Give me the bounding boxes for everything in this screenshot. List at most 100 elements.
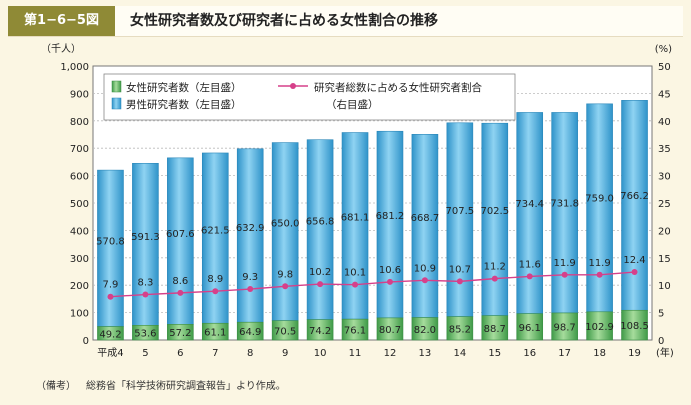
y-right-tick-label: 0: [658, 336, 664, 347]
ratio-data-label: 8.6: [172, 276, 188, 287]
female-bar: [167, 324, 194, 341]
male-bar: [446, 122, 474, 317]
legend-male-label: 男性研究者数（左目盛）: [126, 98, 242, 111]
ratio-data-label: 10.6: [379, 265, 401, 276]
female-data-label: 82.0: [414, 325, 436, 336]
female-data-label: 88.7: [484, 324, 506, 335]
ratio-data-label: 10.2: [309, 267, 331, 278]
female-bar: [97, 326, 124, 341]
male-data-label: 681.1: [341, 213, 370, 224]
male-bar: [551, 112, 578, 314]
legend-ratio-label: 研究者総数に占める女性研究者割合: [314, 81, 482, 94]
y-right-unit: (%): [655, 44, 672, 55]
x-tick-label: 7: [212, 348, 218, 359]
male-bar: [132, 162, 159, 326]
female-data-label: 49.2: [99, 329, 121, 340]
male-data-label: 650.0: [271, 219, 300, 230]
legend-female-swatch: [111, 80, 122, 93]
female-bar: [481, 315, 509, 341]
female-data-label: 96.1: [519, 323, 541, 334]
ratio-point: [456, 278, 463, 285]
female-data-label: 74.2: [309, 326, 331, 337]
x-tick-label: 13: [419, 348, 432, 359]
ratio-data-label: 11.9: [554, 258, 576, 269]
male-data-label: 681.2: [376, 211, 405, 222]
y-left-unit: （千人）: [41, 43, 81, 55]
y-left-tick-label: 500: [70, 199, 89, 210]
y-left-tick-label: 0: [83, 336, 89, 347]
y-left-tick-label: 1,000: [60, 62, 89, 73]
x-tick-label: 17: [558, 348, 571, 359]
ratio-data-label: 11.6: [519, 259, 541, 270]
x-tick-label: 15: [488, 348, 501, 359]
female-data-label: 98.7: [554, 322, 576, 333]
note-text: 総務省「科学技術研究調査報告」より作成。: [86, 381, 286, 392]
female-data-label: 57.2: [169, 328, 191, 339]
female-bar: [341, 318, 369, 341]
female-bar: [271, 320, 299, 341]
male-bar: [97, 169, 124, 327]
ratio-point: [561, 271, 568, 278]
ratio-data-label: 11.2: [484, 262, 506, 273]
female-bar: [376, 317, 404, 341]
male-bar: [586, 103, 613, 313]
female-data-label: 70.5: [274, 326, 296, 337]
ratio-point: [631, 269, 638, 276]
male-data-label: 759.0: [585, 193, 614, 204]
male-bar: [167, 157, 194, 325]
y-left-tick-label: 800: [70, 117, 89, 128]
y-right-tick-label: 5: [658, 309, 664, 320]
male-bar: [341, 132, 369, 320]
y-left-tick-label: 200: [70, 281, 89, 292]
male-data-label: 731.8: [550, 199, 579, 210]
female-data-label: 53.6: [134, 329, 156, 340]
legend-male-swatch: [111, 97, 122, 110]
male-data-label: 570.8: [96, 236, 125, 247]
female-bar: [306, 319, 334, 341]
male-data-label: 766.2: [620, 191, 649, 202]
x-tick-label: 11: [349, 348, 362, 359]
x-tick-label: 10: [314, 348, 327, 359]
ratio-point: [317, 281, 324, 288]
female-data-label: 102.9: [585, 322, 614, 333]
female-bar: [446, 316, 474, 341]
y-right-tick-label: 20: [658, 226, 671, 237]
male-data-label: 656.8: [306, 217, 335, 228]
ratio-data-label: 9.8: [277, 269, 293, 280]
male-bar: [516, 112, 544, 314]
ratio-data-label: 12.4: [623, 255, 645, 266]
y-left-tick-label: 700: [70, 144, 89, 155]
female-bar: [201, 322, 229, 341]
male-bar: [306, 139, 334, 320]
female-bar: [516, 313, 544, 341]
female-bar: [586, 311, 613, 341]
note-label: （備考）: [36, 381, 76, 392]
male-data-label: 621.5: [201, 226, 230, 237]
y-left-tick-label: 900: [70, 89, 89, 100]
researchers-chart: 0 100 200 300 400 500 600 700 800 900 1,000 0 5 10 15 2…: [41, 43, 674, 359]
figure-header: 第1−6−5図 女性研究者数及び研究者に占める女性割合の推移: [8, 6, 683, 37]
female-bar: [236, 321, 264, 341]
female-data-label: 80.7: [379, 325, 401, 336]
male-data-label: 591.3: [131, 232, 160, 243]
female-data-label: 64.9: [239, 327, 261, 338]
legend-female-label: 女性研究者数（左目盛）: [126, 81, 242, 94]
source-note: （備考） 総務省「科学技術研究調査報告」より作成。: [36, 377, 296, 392]
ratio-point: [212, 288, 219, 295]
ratio-point: [142, 291, 149, 298]
y-left-tick-label: 600: [70, 172, 89, 183]
y-left-tick-label: 100: [70, 309, 89, 320]
x-unit: (年): [656, 346, 674, 359]
female-data-label: 76.1: [344, 326, 366, 337]
ratio-data-label: 10.1: [344, 268, 366, 279]
female-data-label: 85.2: [449, 324, 471, 335]
male-bar: [621, 100, 648, 311]
x-tick-label: 18: [593, 348, 606, 359]
x-tick-label: 14: [453, 348, 466, 359]
ratio-point: [352, 281, 359, 288]
legend-box: [103, 73, 516, 121]
y-right-tick-label: 25: [658, 199, 671, 210]
female-data-label: 61.1: [204, 328, 226, 339]
ratio-point: [386, 278, 393, 285]
male-data-label: 702.5: [480, 206, 509, 217]
